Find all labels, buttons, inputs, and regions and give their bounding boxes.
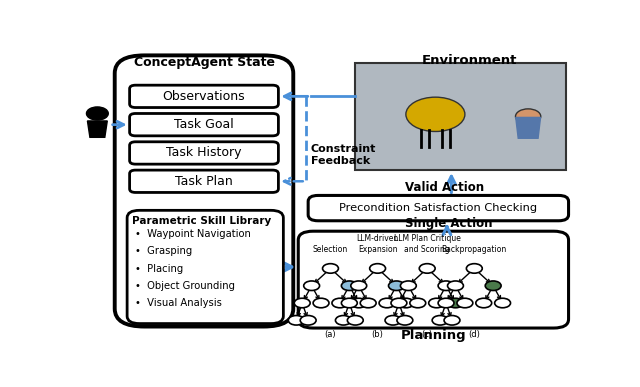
Circle shape <box>495 298 511 308</box>
Text: •  Placing: • Placing <box>134 264 183 274</box>
Circle shape <box>515 109 541 124</box>
FancyBboxPatch shape <box>129 142 278 164</box>
Circle shape <box>300 315 316 325</box>
Circle shape <box>379 298 395 308</box>
Circle shape <box>429 298 445 308</box>
Text: Selection: Selection <box>313 245 348 253</box>
Text: LLM Plan Critique
and Scoring: LLM Plan Critique and Scoring <box>394 234 461 253</box>
Text: Task History: Task History <box>166 146 242 159</box>
Circle shape <box>467 264 483 273</box>
Text: (d): (d) <box>468 330 480 339</box>
Circle shape <box>397 315 413 325</box>
FancyBboxPatch shape <box>129 113 278 136</box>
Circle shape <box>444 315 460 325</box>
Circle shape <box>304 281 319 291</box>
Text: Single Action: Single Action <box>405 217 492 230</box>
Circle shape <box>432 315 448 325</box>
Text: Task Goal: Task Goal <box>174 118 234 131</box>
Circle shape <box>323 264 339 273</box>
FancyBboxPatch shape <box>355 63 566 170</box>
Polygon shape <box>88 121 108 137</box>
FancyBboxPatch shape <box>129 170 278 192</box>
Circle shape <box>419 264 435 273</box>
Circle shape <box>341 281 357 291</box>
Circle shape <box>438 298 454 308</box>
Text: •  Object Grounding: • Object Grounding <box>134 281 235 291</box>
Circle shape <box>313 298 329 308</box>
Circle shape <box>341 298 357 308</box>
Circle shape <box>288 315 304 325</box>
Polygon shape <box>516 117 541 138</box>
Circle shape <box>447 298 463 308</box>
Circle shape <box>348 315 364 325</box>
Text: Planning: Planning <box>401 329 467 342</box>
Text: (c): (c) <box>422 330 433 339</box>
Text: Parametric Skill Library: Parametric Skill Library <box>132 216 271 226</box>
Circle shape <box>351 281 367 291</box>
Text: Valid Action: Valid Action <box>405 182 484 195</box>
Text: Task Plan: Task Plan <box>175 175 233 188</box>
FancyBboxPatch shape <box>298 231 568 328</box>
Circle shape <box>401 281 416 291</box>
Text: ConceptAgent State: ConceptAgent State <box>134 57 275 69</box>
Circle shape <box>332 298 348 308</box>
Circle shape <box>388 281 404 291</box>
Text: Environment: Environment <box>422 54 517 67</box>
Circle shape <box>410 298 426 308</box>
FancyBboxPatch shape <box>115 55 293 327</box>
Text: LLM-driven
Expansion: LLM-driven Expansion <box>356 234 399 253</box>
Circle shape <box>447 281 463 291</box>
Circle shape <box>351 298 367 308</box>
Circle shape <box>485 281 501 291</box>
Ellipse shape <box>406 97 465 132</box>
FancyBboxPatch shape <box>129 85 278 108</box>
Circle shape <box>476 298 492 308</box>
Text: Constraint
Feedback: Constraint Feedback <box>310 144 376 166</box>
Text: •  Visual Analysis: • Visual Analysis <box>134 298 221 308</box>
FancyBboxPatch shape <box>127 211 284 324</box>
Circle shape <box>391 298 407 308</box>
Circle shape <box>335 315 351 325</box>
Circle shape <box>86 107 108 120</box>
Circle shape <box>385 315 401 325</box>
Circle shape <box>294 298 310 308</box>
Text: •  Grasping: • Grasping <box>134 247 192 257</box>
Circle shape <box>457 298 473 308</box>
Text: Precondition Satisfaction Checking: Precondition Satisfaction Checking <box>339 203 538 213</box>
Text: •  Waypoint Navigation: • Waypoint Navigation <box>134 229 250 239</box>
Text: (b): (b) <box>372 330 383 339</box>
Text: Observations: Observations <box>163 90 245 103</box>
Text: (a): (a) <box>324 330 336 339</box>
Circle shape <box>360 298 376 308</box>
FancyBboxPatch shape <box>308 195 568 221</box>
Circle shape <box>438 281 454 291</box>
Text: Backpropagation: Backpropagation <box>442 245 507 253</box>
Circle shape <box>370 264 385 273</box>
Circle shape <box>398 298 414 308</box>
